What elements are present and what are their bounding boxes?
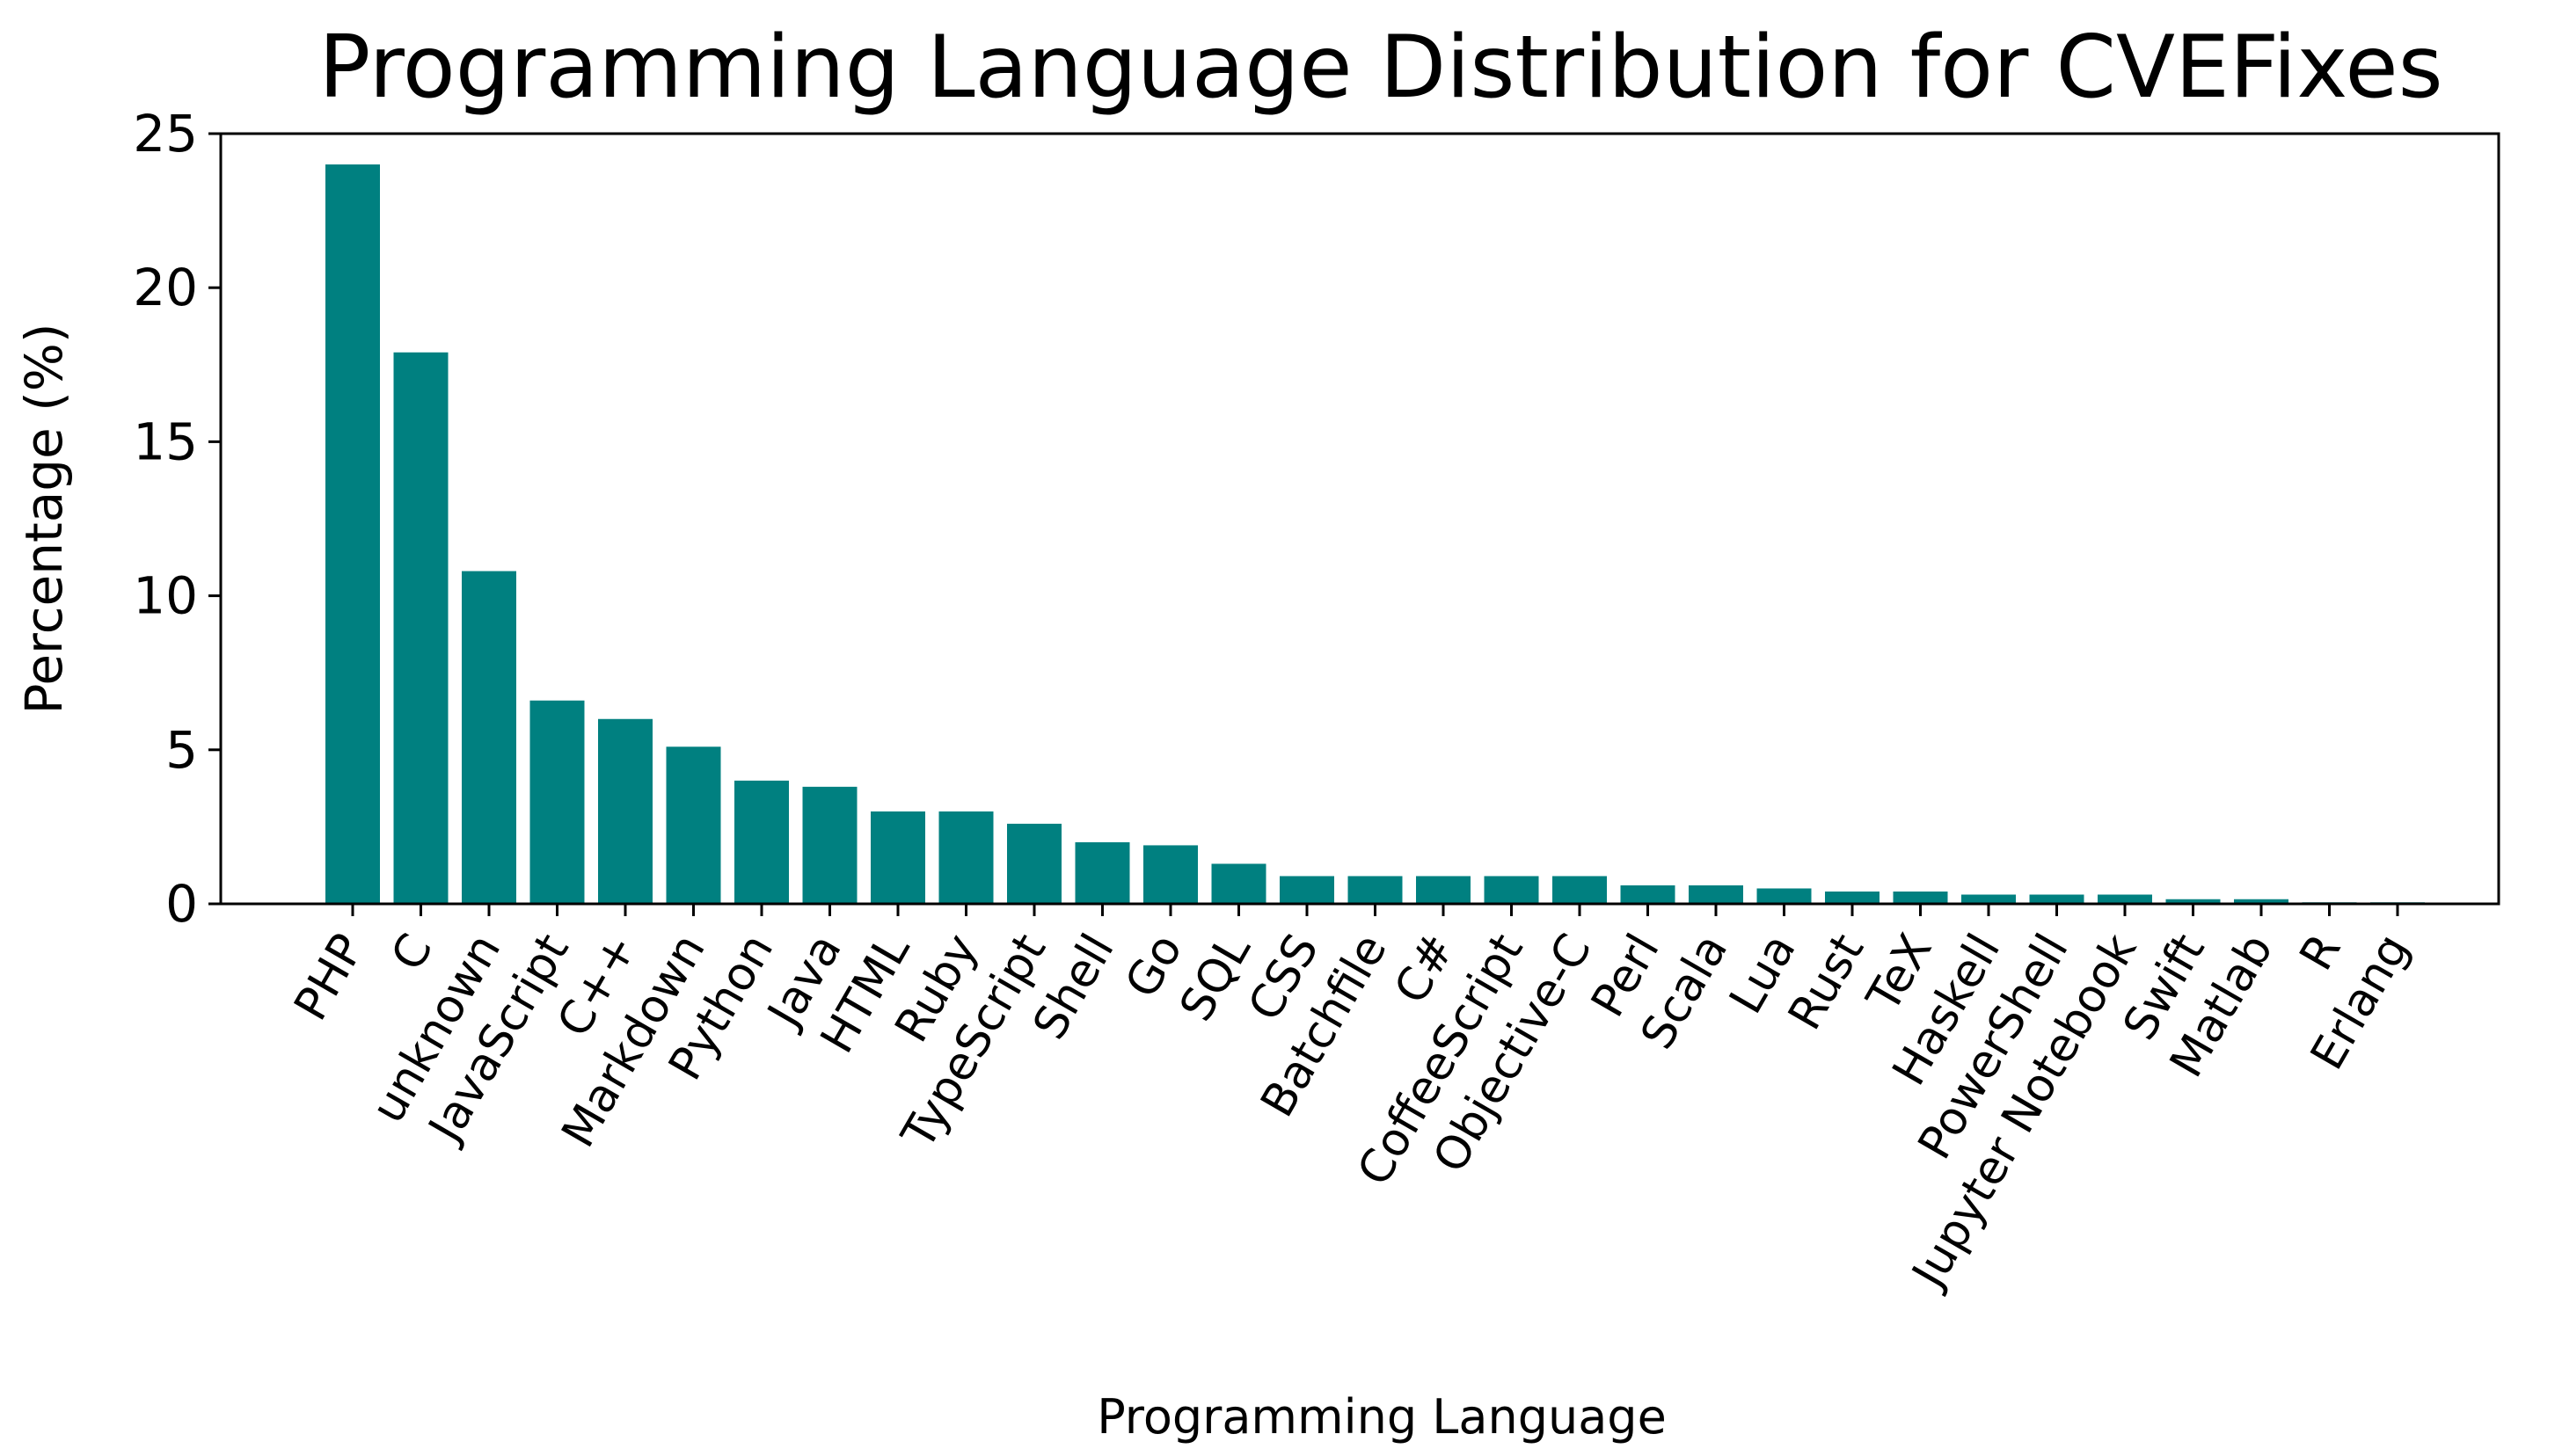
bar-haskell [1961, 894, 2016, 904]
y-tick-label: 25 [133, 104, 198, 164]
bar-c [393, 352, 449, 904]
bar-matlab [2234, 899, 2288, 904]
x-axis-label: Programming Language [1097, 1389, 1667, 1445]
bar-typescript [1007, 823, 1062, 904]
y-tick-label: 10 [133, 566, 198, 626]
bar-css [1280, 876, 1334, 904]
bar-python [734, 780, 789, 904]
bar-rust [1825, 891, 1880, 904]
y-axis-label: Percentage (%) [14, 323, 74, 714]
bar-javascript [529, 700, 585, 904]
bar-swift [2165, 899, 2221, 904]
bar-go [1143, 845, 1198, 904]
bar-shell [1075, 841, 1130, 904]
bar-html [871, 811, 925, 904]
bar-batchfile [1347, 876, 1403, 904]
bar-powershell [2029, 894, 2084, 904]
bar-c- [1416, 876, 1471, 904]
bar-java [802, 786, 858, 904]
bar-coffeescript [1484, 876, 1539, 904]
y-tick-label: 20 [133, 258, 198, 317]
bar-ruby [938, 811, 994, 904]
y-axis-ticks: 0 5 10 15 20 25 [133, 104, 221, 934]
bar-tex [1893, 891, 1948, 904]
bar-sql [1211, 863, 1266, 904]
y-tick-label: 5 [165, 720, 198, 780]
y-tick-label: 15 [133, 411, 198, 471]
bar-c- [598, 718, 653, 904]
bar-markdown [666, 746, 721, 904]
bar-php [325, 164, 380, 905]
bars-group [325, 164, 2425, 905]
bar-scala [1689, 885, 1743, 904]
x-tick-label-c: C [382, 926, 443, 979]
x-tick-label-php: PHP [284, 926, 375, 1030]
bar-perl [1620, 885, 1675, 904]
bar-jupyter-notebook [2098, 894, 2152, 904]
y-tick-label: 0 [165, 874, 198, 934]
plot-frame [219, 132, 2500, 906]
x-tick-label-r: R [2290, 926, 2352, 979]
bar-unknown [462, 571, 516, 904]
x-tick-label-sql: SQL [1170, 925, 1260, 1030]
bar-lua [1756, 888, 1812, 904]
x-axis-ticks: PHP CunknownJavaScriptC++MarkdownPythonJa… [284, 904, 2420, 1299]
bar-objective-c [1552, 876, 1607, 904]
x-tick-label-rust: Rust [1778, 926, 1874, 1039]
chart-title: Programming Language Distribution for CV… [318, 18, 2443, 118]
